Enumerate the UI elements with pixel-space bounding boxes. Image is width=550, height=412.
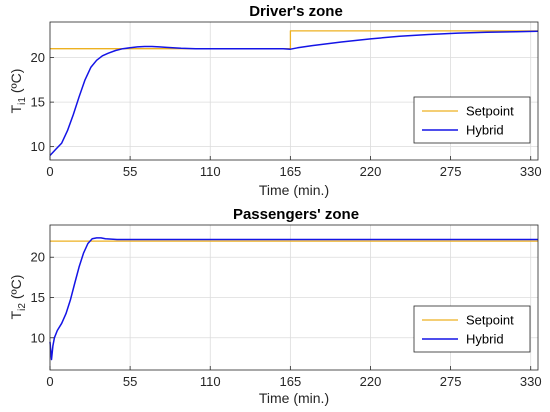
x-axis-label: Time (min.) (259, 390, 329, 406)
legend-label-setpoint: Setpoint (466, 104, 514, 119)
x-tick-label: 330 (520, 374, 542, 389)
x-tick-label: 110 (200, 164, 221, 179)
y-tick-label: 15 (31, 290, 45, 305)
y-tick-label: 10 (31, 330, 45, 345)
x-tick-label: 275 (440, 164, 462, 179)
y-axis-label: Ti1 (ºC) (8, 69, 28, 114)
x-tick-label: 110 (200, 374, 221, 389)
y-axis-label-unit: (ºC) (8, 275, 24, 303)
legend: Setpoint Hybrid (413, 96, 531, 144)
legend-label-hybrid: Hybrid (466, 123, 504, 138)
x-tick-label: 220 (360, 374, 382, 389)
series-line-hybrid (49, 237, 538, 361)
x-tick-label: 330 (520, 164, 542, 179)
y-tick-label: 10 (31, 139, 45, 154)
legend: Setpoint Hybrid (413, 305, 531, 353)
x-axis-label: Time (min.) (259, 182, 329, 198)
x-tick-label: 165 (280, 374, 302, 389)
series-line-setpoint (50, 30, 538, 50)
axis-ticks: 0 55 110 165 220 275 330 10 15 20 (31, 250, 542, 389)
x-tick-label: 220 (360, 164, 382, 179)
x-tick-label: 55 (123, 374, 137, 389)
plot-frame (49, 21, 539, 161)
axis-ticks: 0 55 110 165 220 275 330 10 15 20 (31, 50, 542, 179)
x-tick-label: 0 (46, 164, 53, 179)
x-tick-label: 275 (440, 374, 462, 389)
legend-box (413, 305, 531, 353)
y-tick-label: 20 (31, 50, 45, 65)
y-axis-label-main: T (8, 104, 24, 113)
legend-box (413, 96, 531, 144)
y-tick-label: 20 (31, 250, 45, 265)
chart-title: Driver's zone (249, 3, 343, 20)
y-axis-label-main: T (8, 310, 24, 319)
svg-text:Ti1 (ºC): Ti1 (ºC) (8, 69, 28, 114)
chart-title: Passengers' zone (233, 206, 359, 223)
y-axis-label: Ti2 (ºC) (8, 275, 28, 320)
y-axis-label-sub: i2 (17, 303, 28, 311)
chart-passengers-zone: Passengers' zone 0 55 110 165 220 275 330 10 15 2… (8, 206, 542, 406)
legend-label-setpoint: Setpoint (466, 313, 514, 328)
svg-text:Ti2 (ºC): Ti2 (ºC) (8, 275, 28, 320)
series-layer (49, 237, 538, 361)
y-tick-label: 15 (31, 95, 45, 110)
x-tick-label: 55 (123, 164, 137, 179)
series-line-hybrid (49, 30, 539, 157)
x-tick-label: 0 (46, 374, 53, 389)
series-layer (49, 30, 539, 157)
chart-drivers-zone: Driver's zone 0 55 110 165 220 275 330 10 15 20 T… (8, 3, 542, 198)
legend-label-hybrid: Hybrid (466, 332, 504, 347)
x-tick-label: 165 (280, 164, 302, 179)
y-axis-label-unit: (ºC) (8, 69, 24, 97)
y-axis-label-sub: i1 (17, 97, 28, 105)
